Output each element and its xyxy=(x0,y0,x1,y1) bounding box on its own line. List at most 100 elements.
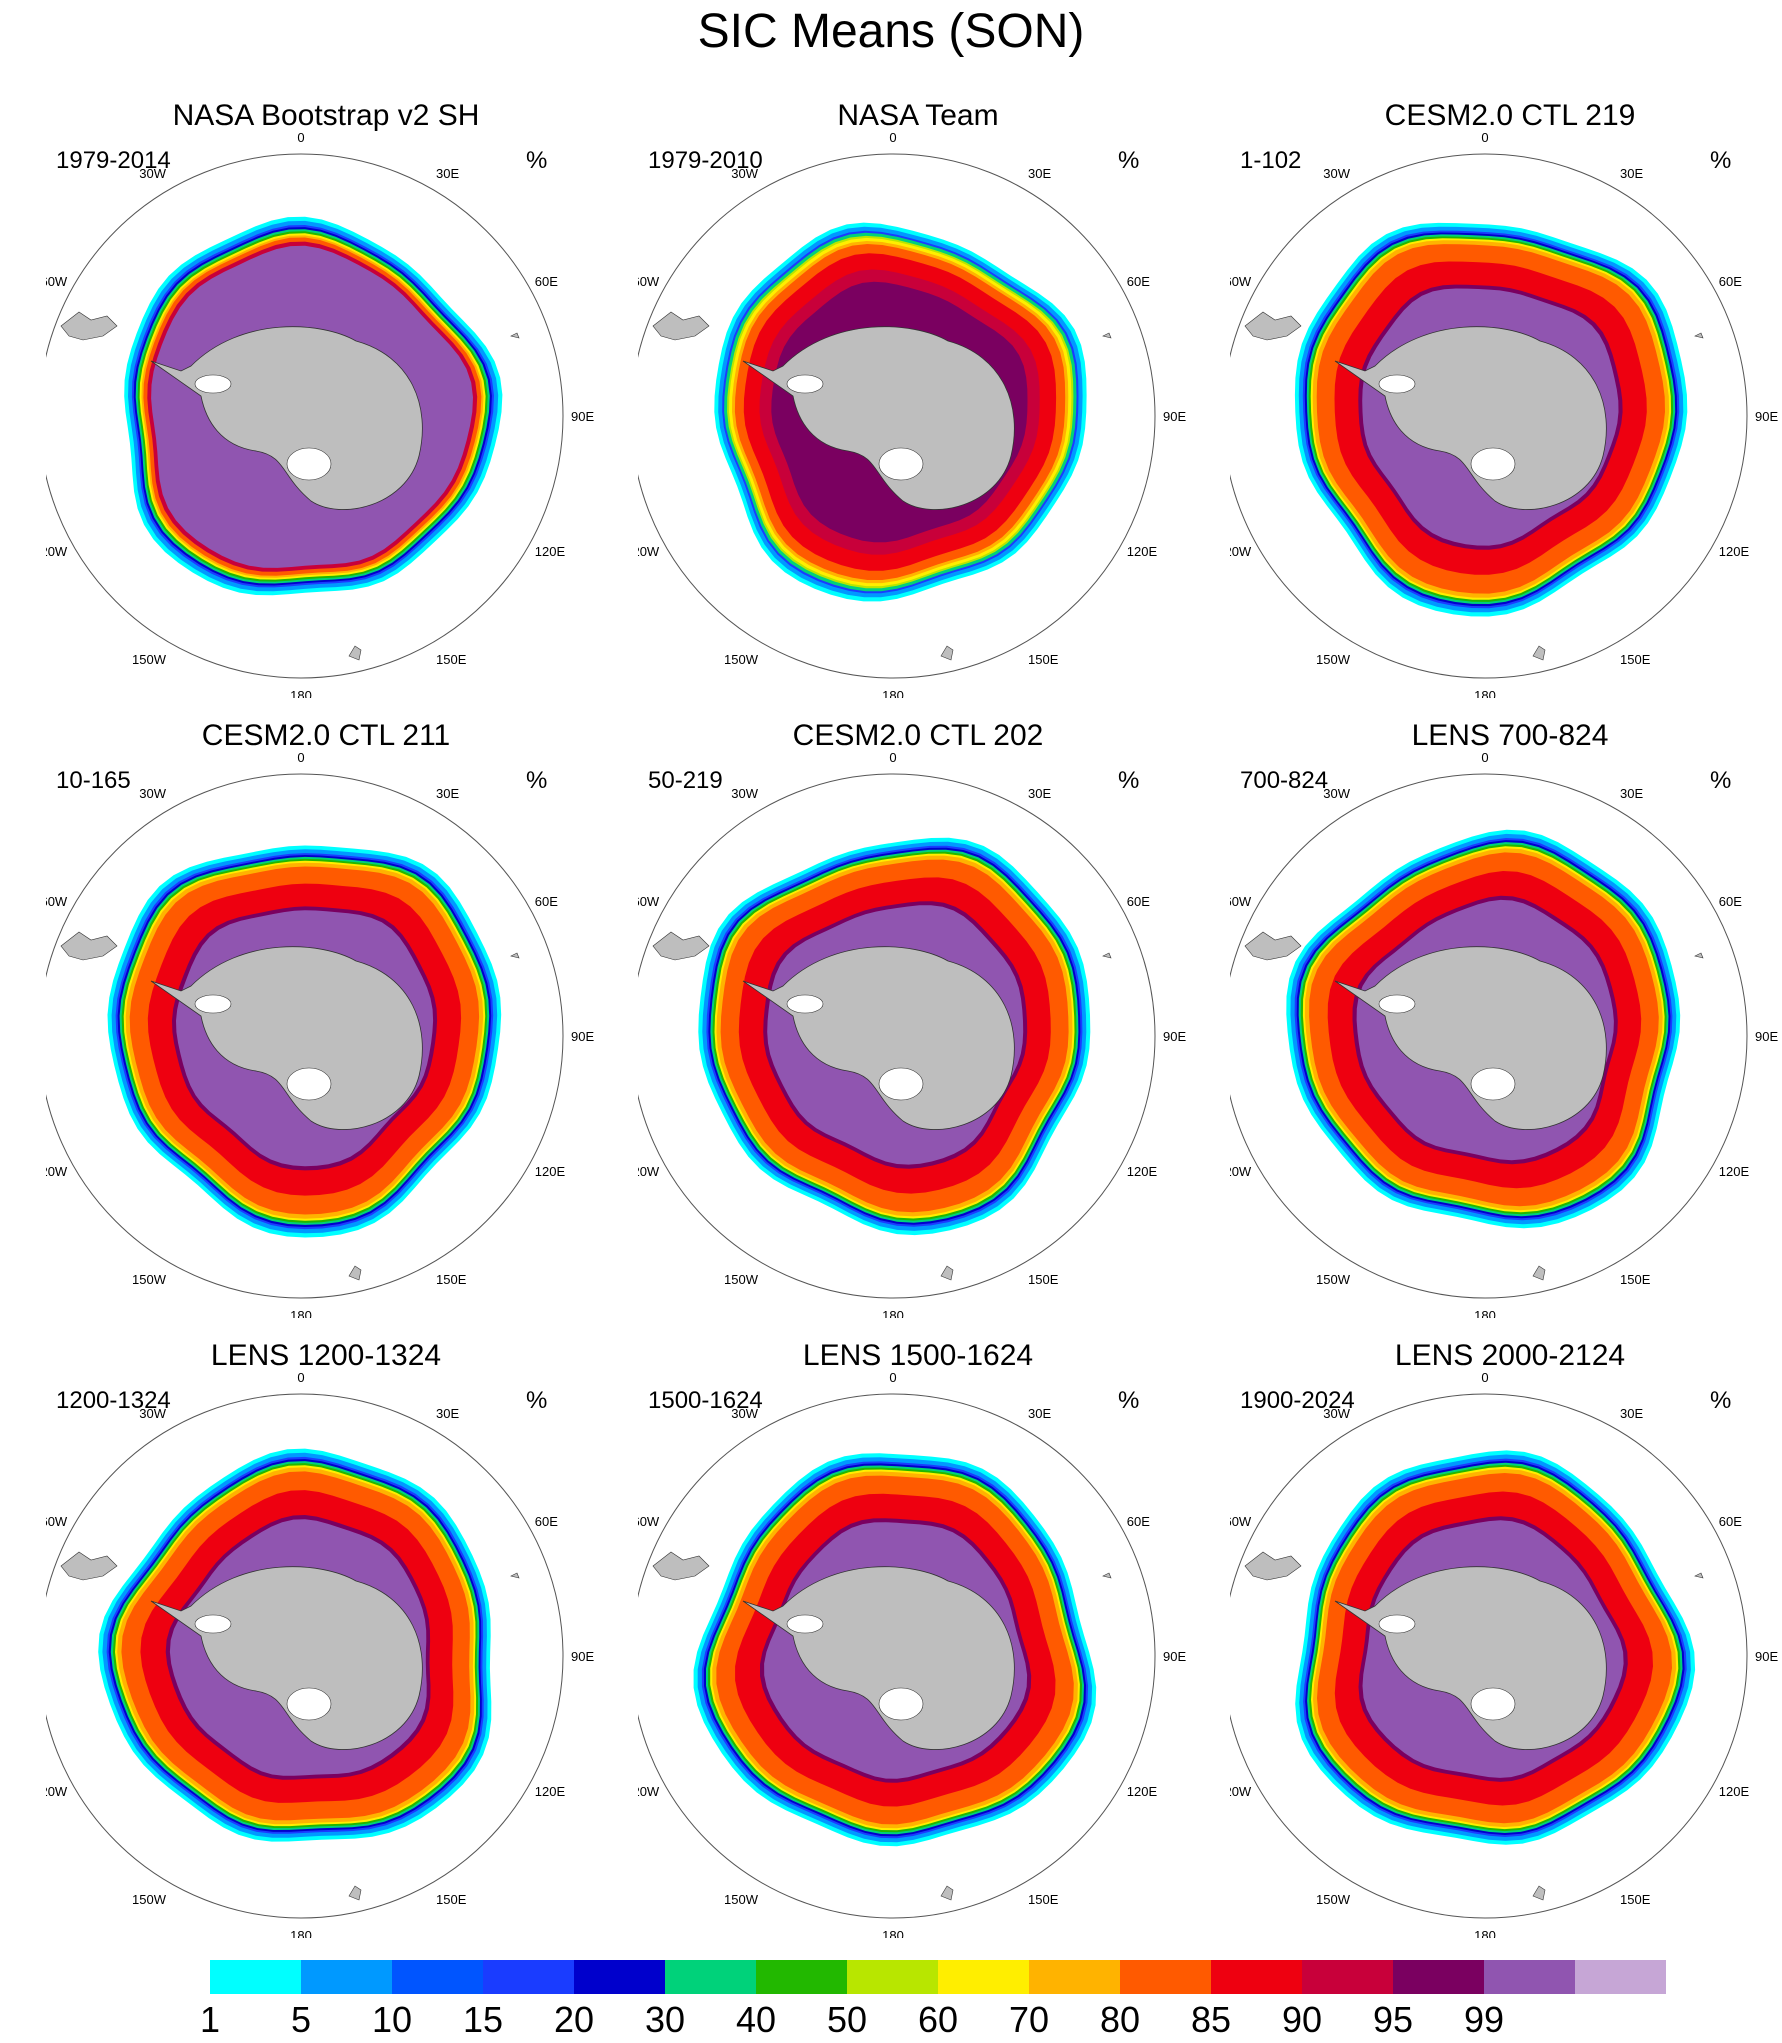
longitude-label: 30E xyxy=(1620,786,1643,801)
polar-map: 030E60E90E120E150E180150W120W90W60W30W xyxy=(1230,750,1778,1318)
ross-ice-shelf xyxy=(286,1687,332,1721)
longitude-label: 60E xyxy=(1127,1514,1150,1529)
panel-period: 700-824 xyxy=(1240,767,1329,794)
longitude-label: 150E xyxy=(1028,652,1059,667)
longitude-label: 180 xyxy=(290,688,312,698)
polar-map: 030E60E90E120E150E180150W120W90W60W30W xyxy=(46,1370,594,1938)
panel-title: CESM2.0 CTL 219 xyxy=(1384,99,1636,132)
figure-title: SIC Means (SON) xyxy=(697,5,1085,58)
panel-period: 1900-2024 xyxy=(1240,1387,1355,1414)
antarctica-landmass xyxy=(1334,326,1607,510)
longitude-label: 180 xyxy=(882,1928,904,1938)
panel-period: 1200-1324 xyxy=(56,1387,171,1414)
colorbar-swatch xyxy=(1393,1960,1484,1994)
longitude-label: 30W xyxy=(139,1406,166,1421)
colorbar-tick-label: 99 xyxy=(1464,1999,1504,2040)
panel-units: % xyxy=(1710,1387,1732,1414)
panel-period: 1-102 xyxy=(1240,147,1302,174)
longitude-label: 120E xyxy=(535,544,566,559)
polar-map: 030E60E90E120E150E180150W120W90W60W30W xyxy=(46,130,594,698)
polar-map: 030E60E90E120E150E180150W120W90W60W30W xyxy=(638,750,1186,1318)
panel-period: 50-219 xyxy=(648,767,723,794)
longitude-label: 60W xyxy=(1230,1514,1252,1529)
antarctica-landmass xyxy=(1334,1566,1607,1750)
longitude-label: 90E xyxy=(1755,409,1778,424)
longitude-label: 60W xyxy=(638,1514,660,1529)
colorbar-tick-label: 10 xyxy=(372,1999,412,2040)
polar-map: 030E60E90E120E150E180150W120W90W60W30W xyxy=(638,1370,1186,1938)
map-panel: 030E60E90E120E150E180150W120W90W60W30WLE… xyxy=(1230,718,1782,1318)
longitude-label: 150E xyxy=(436,1272,467,1287)
longitude-label: 30E xyxy=(436,166,459,181)
longitude-label: 60W xyxy=(638,894,660,909)
longitude-label: 120W xyxy=(1230,1164,1252,1179)
longitude-label: 0 xyxy=(889,750,896,765)
colorbar-swatch xyxy=(1484,1960,1575,1994)
antarctica-landmass xyxy=(742,946,1015,1130)
longitude-label: 0 xyxy=(889,130,896,145)
colorbar-swatch xyxy=(1302,1960,1393,1994)
longitude-label: 30W xyxy=(1323,786,1350,801)
longitude-label: 150W xyxy=(1316,1892,1351,1907)
ross-ice-shelf xyxy=(878,447,924,481)
south-america-tip xyxy=(652,1551,710,1581)
longitude-label: 150W xyxy=(724,1272,759,1287)
longitude-label: 60E xyxy=(1719,274,1742,289)
longitude-label: 30W xyxy=(731,786,758,801)
colorbar-swatch xyxy=(756,1960,847,1994)
polar-map: 030E60E90E120E150E180150W120W90W60W30W xyxy=(638,130,1186,698)
south-america-tip xyxy=(60,311,118,341)
antarctica-landmass xyxy=(150,326,423,510)
colorbar-tick-label: 60 xyxy=(918,1999,958,2040)
longitude-label: 30W xyxy=(731,166,758,181)
kerguelen-island xyxy=(510,332,520,339)
panel-title: LENS 700-824 xyxy=(1411,719,1609,752)
colorbar-swatch xyxy=(1120,1960,1211,1994)
south-america-tip xyxy=(652,311,710,341)
longitude-label: 30E xyxy=(1028,1406,1051,1421)
new-zealand-tip xyxy=(1532,1885,1546,1901)
longitude-label: 150E xyxy=(1620,1272,1651,1287)
panel-period: 1979-2010 xyxy=(648,147,763,174)
south-america-tip xyxy=(60,1551,118,1581)
kerguelen-island xyxy=(510,952,520,959)
new-zealand-tip xyxy=(348,645,362,661)
longitude-label: 0 xyxy=(297,750,304,765)
ross-ice-shelf xyxy=(1470,447,1516,481)
antarctica-landmass xyxy=(150,1566,423,1750)
longitude-label: 60W xyxy=(46,274,68,289)
longitude-label: 120W xyxy=(638,1164,660,1179)
ronne-ice-shelf xyxy=(786,994,824,1014)
longitude-label: 180 xyxy=(1474,688,1496,698)
longitude-label: 120W xyxy=(1230,544,1252,559)
longitude-label: 180 xyxy=(882,1308,904,1318)
colorbar-tick-label: 5 xyxy=(291,1999,311,2040)
longitude-label: 90E xyxy=(571,409,594,424)
longitude-label: 150W xyxy=(132,1272,167,1287)
panel-units: % xyxy=(526,147,548,174)
longitude-label: 30E xyxy=(1028,786,1051,801)
longitude-label: 180 xyxy=(290,1928,312,1938)
longitude-label: 60E xyxy=(1719,1514,1742,1529)
longitude-label: 30W xyxy=(139,786,166,801)
new-zealand-tip xyxy=(1532,645,1546,661)
longitude-label: 90E xyxy=(1755,1649,1778,1664)
longitude-label: 150E xyxy=(436,1892,467,1907)
colorbar-swatch xyxy=(847,1960,938,1994)
ross-ice-shelf xyxy=(878,1687,924,1721)
map-panel: 030E60E90E120E150E180150W120W90W60W30WNA… xyxy=(638,98,1198,698)
south-america-tip xyxy=(1244,1551,1302,1581)
panel-title: LENS 1500-1624 xyxy=(802,1339,1034,1372)
colorbar-swatch xyxy=(574,1960,665,1994)
colorbar-tick-label: 50 xyxy=(827,1999,867,2040)
colorbar-tick-label: 80 xyxy=(1100,1999,1140,2040)
longitude-label: 30E xyxy=(1620,1406,1643,1421)
longitude-label: 180 xyxy=(1474,1308,1496,1318)
longitude-label: 90E xyxy=(1163,1029,1186,1044)
new-zealand-tip xyxy=(1532,1265,1546,1281)
polar-map: 030E60E90E120E150E180150W120W90W60W30W xyxy=(1230,1370,1778,1938)
longitude-label: 90E xyxy=(1163,1649,1186,1664)
longitude-label: 90E xyxy=(571,1029,594,1044)
ross-ice-shelf xyxy=(1470,1687,1516,1721)
panel-title: CESM2.0 CTL 211 xyxy=(201,719,451,752)
